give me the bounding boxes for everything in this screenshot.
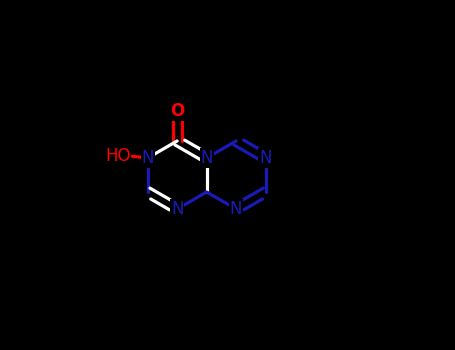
Text: N: N — [259, 149, 272, 167]
Text: N: N — [200, 149, 213, 167]
Text: N: N — [230, 200, 243, 218]
Text: N: N — [142, 149, 154, 167]
Text: O: O — [170, 102, 184, 120]
Text: N: N — [171, 200, 183, 218]
Text: HO: HO — [105, 147, 131, 165]
